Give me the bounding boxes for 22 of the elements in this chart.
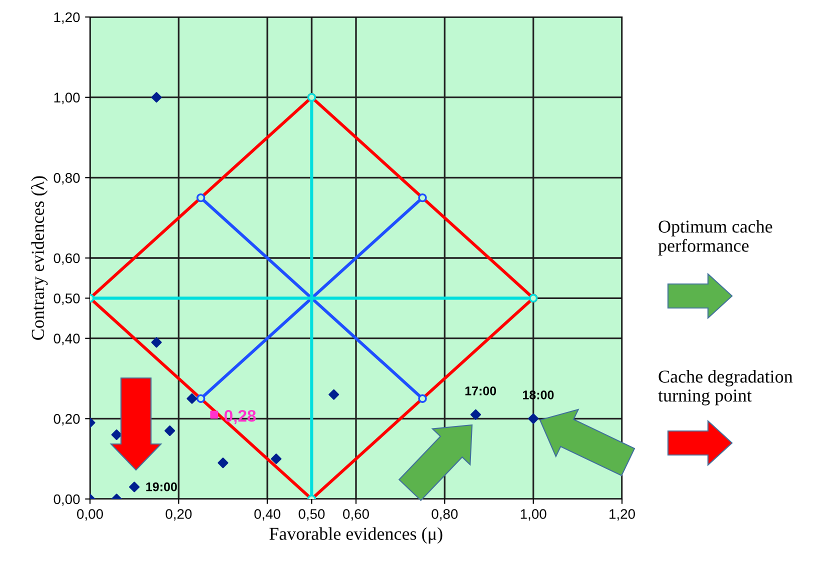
x-tick-label: 1,20 bbox=[610, 509, 635, 521]
y-tick-label: 1,20 bbox=[54, 12, 80, 24]
x-tick-label: 0,20 bbox=[166, 509, 192, 521]
annotation: 19:00 bbox=[146, 482, 177, 492]
x-tick-label: 0,00 bbox=[77, 509, 103, 521]
y-tick-label: 0,00 bbox=[54, 494, 80, 506]
x-tick-label: 0,80 bbox=[432, 509, 458, 521]
annotation: 17:00 bbox=[465, 386, 496, 396]
y-tick-label: 0,20 bbox=[54, 414, 80, 426]
x-axis-title: Favorable evidences (μ) bbox=[269, 527, 442, 544]
y-tick-label: 0,40 bbox=[54, 334, 80, 346]
y-tick-label: 0,50 bbox=[54, 294, 80, 305]
text: Cache degradation turning point bbox=[658, 370, 793, 406]
x-tick-label: 0,40 bbox=[254, 509, 280, 521]
x-tick-label: 0,60 bbox=[343, 509, 369, 521]
y-tick-label: 0,60 bbox=[54, 253, 80, 265]
x-tick-label: 1,00 bbox=[520, 509, 546, 521]
text: Optimum cache performance bbox=[658, 220, 772, 256]
y-axis-title: Contrary evidences (λ) bbox=[31, 176, 48, 340]
y-tick-label: 1,00 bbox=[54, 92, 80, 104]
x-tick-label: 0,50 bbox=[298, 509, 325, 521]
y-tick-label: 0,80 bbox=[54, 173, 80, 184]
